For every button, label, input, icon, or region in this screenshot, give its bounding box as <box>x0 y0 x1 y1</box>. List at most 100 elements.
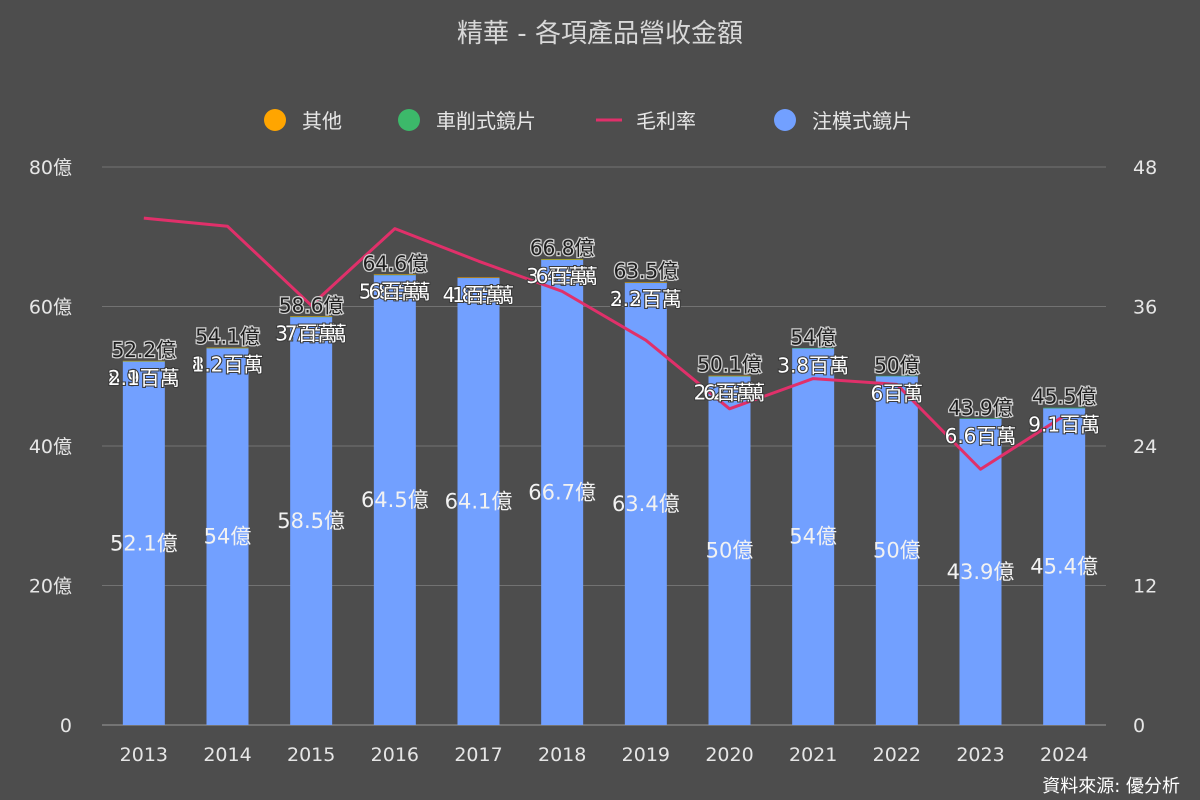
left-axis-tick: 20億 <box>29 576 72 598</box>
total-value-label: 66.8億 <box>530 236 595 260</box>
segment-value-label: 6.6百萬 <box>945 424 1017 448</box>
bar-segment <box>1043 407 1086 409</box>
bar-value-label: 43.9億 <box>947 560 1015 584</box>
total-value-label: 63.5億 <box>614 259 679 283</box>
segment-value-label: 5.8百萬 <box>359 279 431 303</box>
x-axis-tick: 2020 <box>705 744 753 766</box>
bar-segment <box>708 375 751 377</box>
total-value-label: 50億 <box>874 353 919 377</box>
x-axis-tick: 2018 <box>538 744 586 766</box>
bar-segment <box>206 347 249 349</box>
left-axis-tick: 60億 <box>29 297 72 319</box>
segment-value-label: 4.8百萬 <box>443 283 515 307</box>
total-value-label: 50.1億 <box>697 353 762 377</box>
legend-label: 注模式鏡片 <box>812 109 912 133</box>
total-value-label: 45.5億 <box>1032 385 1097 409</box>
bar-value-label: 50億 <box>706 539 754 563</box>
x-axis-tick: 2014 <box>203 744 251 766</box>
legend-label: 毛利率 <box>636 109 696 133</box>
bar-value-label: 63.4億 <box>612 492 680 516</box>
bar-segment <box>875 375 918 377</box>
segment-value-label: 2.2百萬 <box>694 381 766 405</box>
segment-value-label: 2.2百萬 <box>610 287 682 311</box>
segment-value-label: 6百萬 <box>703 381 756 405</box>
right-axis-tick: 12 <box>1133 576 1157 598</box>
legend-label: 其他 <box>302 109 342 133</box>
bar-segment <box>373 275 416 725</box>
bar-value-label: 52.1億 <box>110 531 178 555</box>
bar-segment <box>1043 408 1086 725</box>
x-axis-tick: 2023 <box>956 744 1004 766</box>
chart-title: 精華 - 各項產品營收金額 <box>457 19 743 49</box>
bar-value-label: 66.7億 <box>528 480 596 504</box>
right-axis-tick: 24 <box>1133 436 1157 458</box>
bar-segment <box>959 418 1002 419</box>
segment-value-label: 3.4百萬 <box>526 264 598 288</box>
bar-segment <box>373 274 416 275</box>
bar-segment <box>206 348 249 725</box>
segment-value-label: 1百萬 <box>452 283 505 307</box>
legend-marker-icon <box>774 109 796 131</box>
x-axis-tick: 2016 <box>371 744 419 766</box>
bar-segment <box>290 316 333 317</box>
bar-segment <box>792 348 835 349</box>
right-axis-tick: 48 <box>1133 157 1157 179</box>
bar-segment <box>122 360 165 362</box>
bar-segment <box>708 376 751 725</box>
bar-segment <box>875 376 918 725</box>
bar-segment <box>624 282 667 283</box>
bar-segment <box>122 361 165 725</box>
left-axis-tick: 40億 <box>29 436 72 458</box>
segment-value-label: 8.9百萬 <box>108 366 180 390</box>
bar-segment <box>541 259 584 260</box>
bar-segment <box>624 282 667 725</box>
total-value-label: 54億 <box>790 325 835 349</box>
total-value-label: 43.9億 <box>948 396 1013 420</box>
total-value-label: 54.1億 <box>195 325 260 349</box>
total-value-label: 64.6億 <box>363 251 428 275</box>
x-axis-tick: 2019 <box>622 744 670 766</box>
segment-value-label: 6百萬 <box>536 264 589 288</box>
bar-value-label: 50億 <box>873 539 921 563</box>
segment-value-label: 3.3百萬 <box>610 287 682 311</box>
bar-segment <box>373 274 416 276</box>
bar-value-label: 54億 <box>789 525 837 549</box>
left-axis-tick: 80億 <box>29 157 72 179</box>
gross-margin-line <box>143 216 1065 471</box>
segment-value-label: 1.2百萬 <box>192 353 264 377</box>
bar-value-label: 64.1億 <box>445 489 513 513</box>
bar-segment <box>541 259 584 725</box>
x-axis-tick: 2021 <box>789 744 837 766</box>
x-axis-tick: 2022 <box>873 744 921 766</box>
x-axis-tick: 2013 <box>120 744 168 766</box>
legend-marker-icon <box>398 109 420 131</box>
total-value-label: 58.6億 <box>279 293 344 317</box>
bar-value-label: 58.5億 <box>277 509 345 533</box>
legend-label: 車削式鏡片 <box>436 109 536 133</box>
bar-segment <box>541 259 584 261</box>
segment-value-label: 6百萬 <box>368 279 421 303</box>
total-value-label: 52.2億 <box>112 338 177 362</box>
segment-value-label: 3.8百萬 <box>777 353 849 377</box>
segment-value-label: 7百萬 <box>285 321 338 345</box>
bar-segment <box>457 277 500 725</box>
legend-marker-icon <box>264 109 286 131</box>
segment-value-label: 9.1百萬 <box>1028 413 1100 437</box>
bar-segment <box>290 316 333 318</box>
bar-segment <box>708 376 751 377</box>
bar-value-label: 54億 <box>204 525 252 549</box>
bar-segment <box>457 277 500 278</box>
right-axis-tick: 0 <box>1133 715 1145 737</box>
right-axis-tick: 36 <box>1133 297 1157 319</box>
x-axis-tick: 2015 <box>287 744 335 766</box>
left-axis-tick: 0 <box>60 715 72 737</box>
source-note: 資料來源: 優分析 <box>1042 776 1180 797</box>
bar-value-label: 45.4億 <box>1030 555 1098 579</box>
x-axis-tick: 2024 <box>1040 744 1088 766</box>
bar-value-label: 64.5億 <box>361 488 429 512</box>
x-axis-tick: 2017 <box>454 744 502 766</box>
bar-segment <box>290 316 333 725</box>
segment-value-label: 3.7百萬 <box>275 321 347 345</box>
segment-value-label: 2.1百萬 <box>108 366 180 390</box>
